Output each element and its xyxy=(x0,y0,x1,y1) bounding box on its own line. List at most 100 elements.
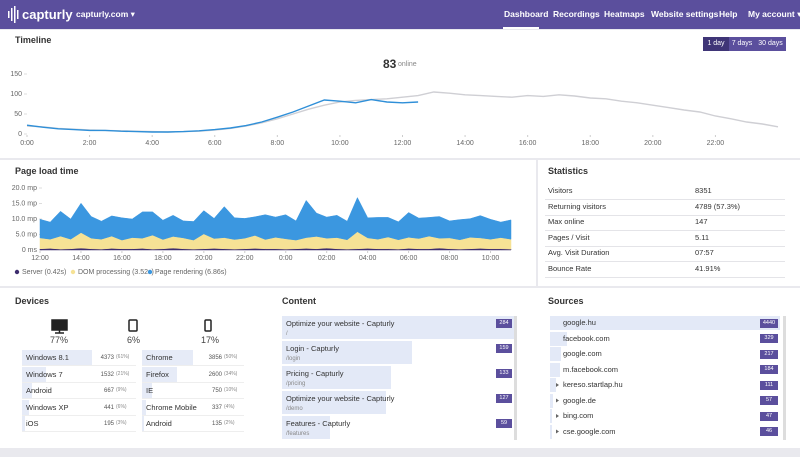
count-badge: 127 xyxy=(496,394,512,403)
stat-value: 147 xyxy=(695,217,708,227)
count-bar xyxy=(550,331,568,346)
share-bar xyxy=(22,399,29,415)
legend-marker xyxy=(70,269,76,275)
row-count: 3856 xyxy=(208,355,222,361)
device-share: 17% xyxy=(201,335,220,345)
row-arrow xyxy=(556,414,559,418)
page-path: /demo xyxy=(286,406,303,412)
x-tick-label: 20:00 xyxy=(195,255,213,262)
source-name: bing.com xyxy=(563,411,594,420)
row-name: Android xyxy=(146,419,172,428)
area-series xyxy=(39,197,512,241)
row-count: 4373 xyxy=(100,355,114,361)
line-series xyxy=(26,98,419,133)
y-tick-label: 100 xyxy=(10,91,22,98)
row-name: iOS xyxy=(26,419,39,428)
count-bar xyxy=(550,409,553,423)
page-path: /login xyxy=(286,356,301,362)
header-bar xyxy=(0,0,800,29)
x-tick-label: 04:00 xyxy=(359,255,377,262)
source-name: cse.google.com xyxy=(563,426,616,436)
x-tick-label: 0:00 xyxy=(20,140,34,147)
online-count: 83 xyxy=(383,57,397,71)
row-line xyxy=(142,398,244,399)
sources-scrollbar xyxy=(783,316,786,440)
active-tab-underline xyxy=(503,27,539,29)
stat-separator xyxy=(545,230,785,232)
stat-separator xyxy=(545,245,785,247)
row-line xyxy=(142,414,244,416)
row-line xyxy=(22,398,136,399)
line-series xyxy=(26,91,779,133)
row-share: (34%) xyxy=(224,370,238,377)
y-tick-label: 5.0 mp xyxy=(16,231,38,238)
row-arrow xyxy=(556,429,559,434)
stat-separator xyxy=(545,199,785,200)
row-name: Android xyxy=(26,386,52,395)
section-title: Statistics xyxy=(548,166,589,176)
source-name: m.facebook.com xyxy=(563,364,619,374)
nav-item[interactable]: Website settings xyxy=(651,9,719,19)
timeline-panel xyxy=(0,30,800,158)
bottom-panel xyxy=(0,288,800,448)
y-tick-label: 0 xyxy=(18,131,22,138)
nav-item[interactable]: Dashboard xyxy=(504,9,549,19)
share-bar xyxy=(142,350,193,365)
legend-label: Server (0.42s) xyxy=(22,269,66,276)
section-title: Sources xyxy=(548,296,584,306)
source-name: facebook.com xyxy=(563,333,610,343)
page-path: /features xyxy=(286,431,310,437)
count-bar xyxy=(282,391,386,414)
share-bar xyxy=(22,383,33,398)
page-title: Features - Capturly xyxy=(286,419,351,428)
page-path: /pricing xyxy=(286,381,306,387)
legend-label: DOM processing (3.52s) xyxy=(78,269,154,276)
count-badge: 329 xyxy=(760,334,778,343)
y-tick-label: 150 xyxy=(10,71,22,78)
site-selector[interactable]: capturly.com ▾ xyxy=(76,9,135,19)
nav-item[interactable]: Heatmaps xyxy=(604,9,645,19)
stat-value: 41.91% xyxy=(695,264,721,273)
row-share: (61%) xyxy=(116,354,130,360)
nav-item[interactable]: My account ▾ xyxy=(748,9,800,19)
row-arrow xyxy=(556,398,559,403)
row-name: IE xyxy=(146,386,154,395)
row-share: (10%) xyxy=(224,387,238,393)
range-button[interactable]: 30 days xyxy=(755,37,786,51)
row-line xyxy=(142,381,244,383)
stat-label: Visitors xyxy=(548,186,573,195)
row-line xyxy=(22,431,136,432)
row-arrow xyxy=(556,383,559,387)
row-share: (6%) xyxy=(116,403,127,410)
count-bar xyxy=(282,341,412,364)
row-count: 195 xyxy=(103,421,114,427)
count-badge: 111 xyxy=(760,380,778,390)
share-bar xyxy=(142,399,147,415)
nav-item[interactable]: Recordings xyxy=(553,9,600,19)
row-line xyxy=(142,365,244,366)
count-badge: 47 xyxy=(760,411,778,421)
x-tick-label: 6:00 xyxy=(208,140,222,147)
row-share: (9%) xyxy=(116,387,127,393)
y-tick-label: 0 ms xyxy=(22,247,38,254)
row-share: (3%) xyxy=(116,420,127,426)
range-button[interactable]: 7 days xyxy=(729,37,755,51)
count-bar xyxy=(550,424,553,439)
nav-item[interactable]: Help xyxy=(719,9,738,19)
chart-title: Timeline xyxy=(15,35,52,45)
page-title: Optimize your website - Capturly xyxy=(286,394,395,403)
count-badge: 217 xyxy=(760,349,778,359)
x-tick-label: 8:00 xyxy=(271,140,285,147)
x-tick-label: 12:00 xyxy=(394,140,412,147)
row-count: 667 xyxy=(103,388,114,394)
row-name: Windows XP xyxy=(26,402,69,412)
range-button[interactable]: 1 day xyxy=(703,37,729,51)
count-badge: 159 xyxy=(496,344,512,353)
x-tick-label: 08:00 xyxy=(441,255,459,262)
x-tick-label: 16:00 xyxy=(113,255,131,262)
legend-marker xyxy=(147,269,153,275)
count-badge: 57 xyxy=(760,396,778,405)
x-tick-label: 14:00 xyxy=(72,255,90,262)
share-bar xyxy=(22,416,26,431)
stat-label: Max online xyxy=(548,217,585,227)
